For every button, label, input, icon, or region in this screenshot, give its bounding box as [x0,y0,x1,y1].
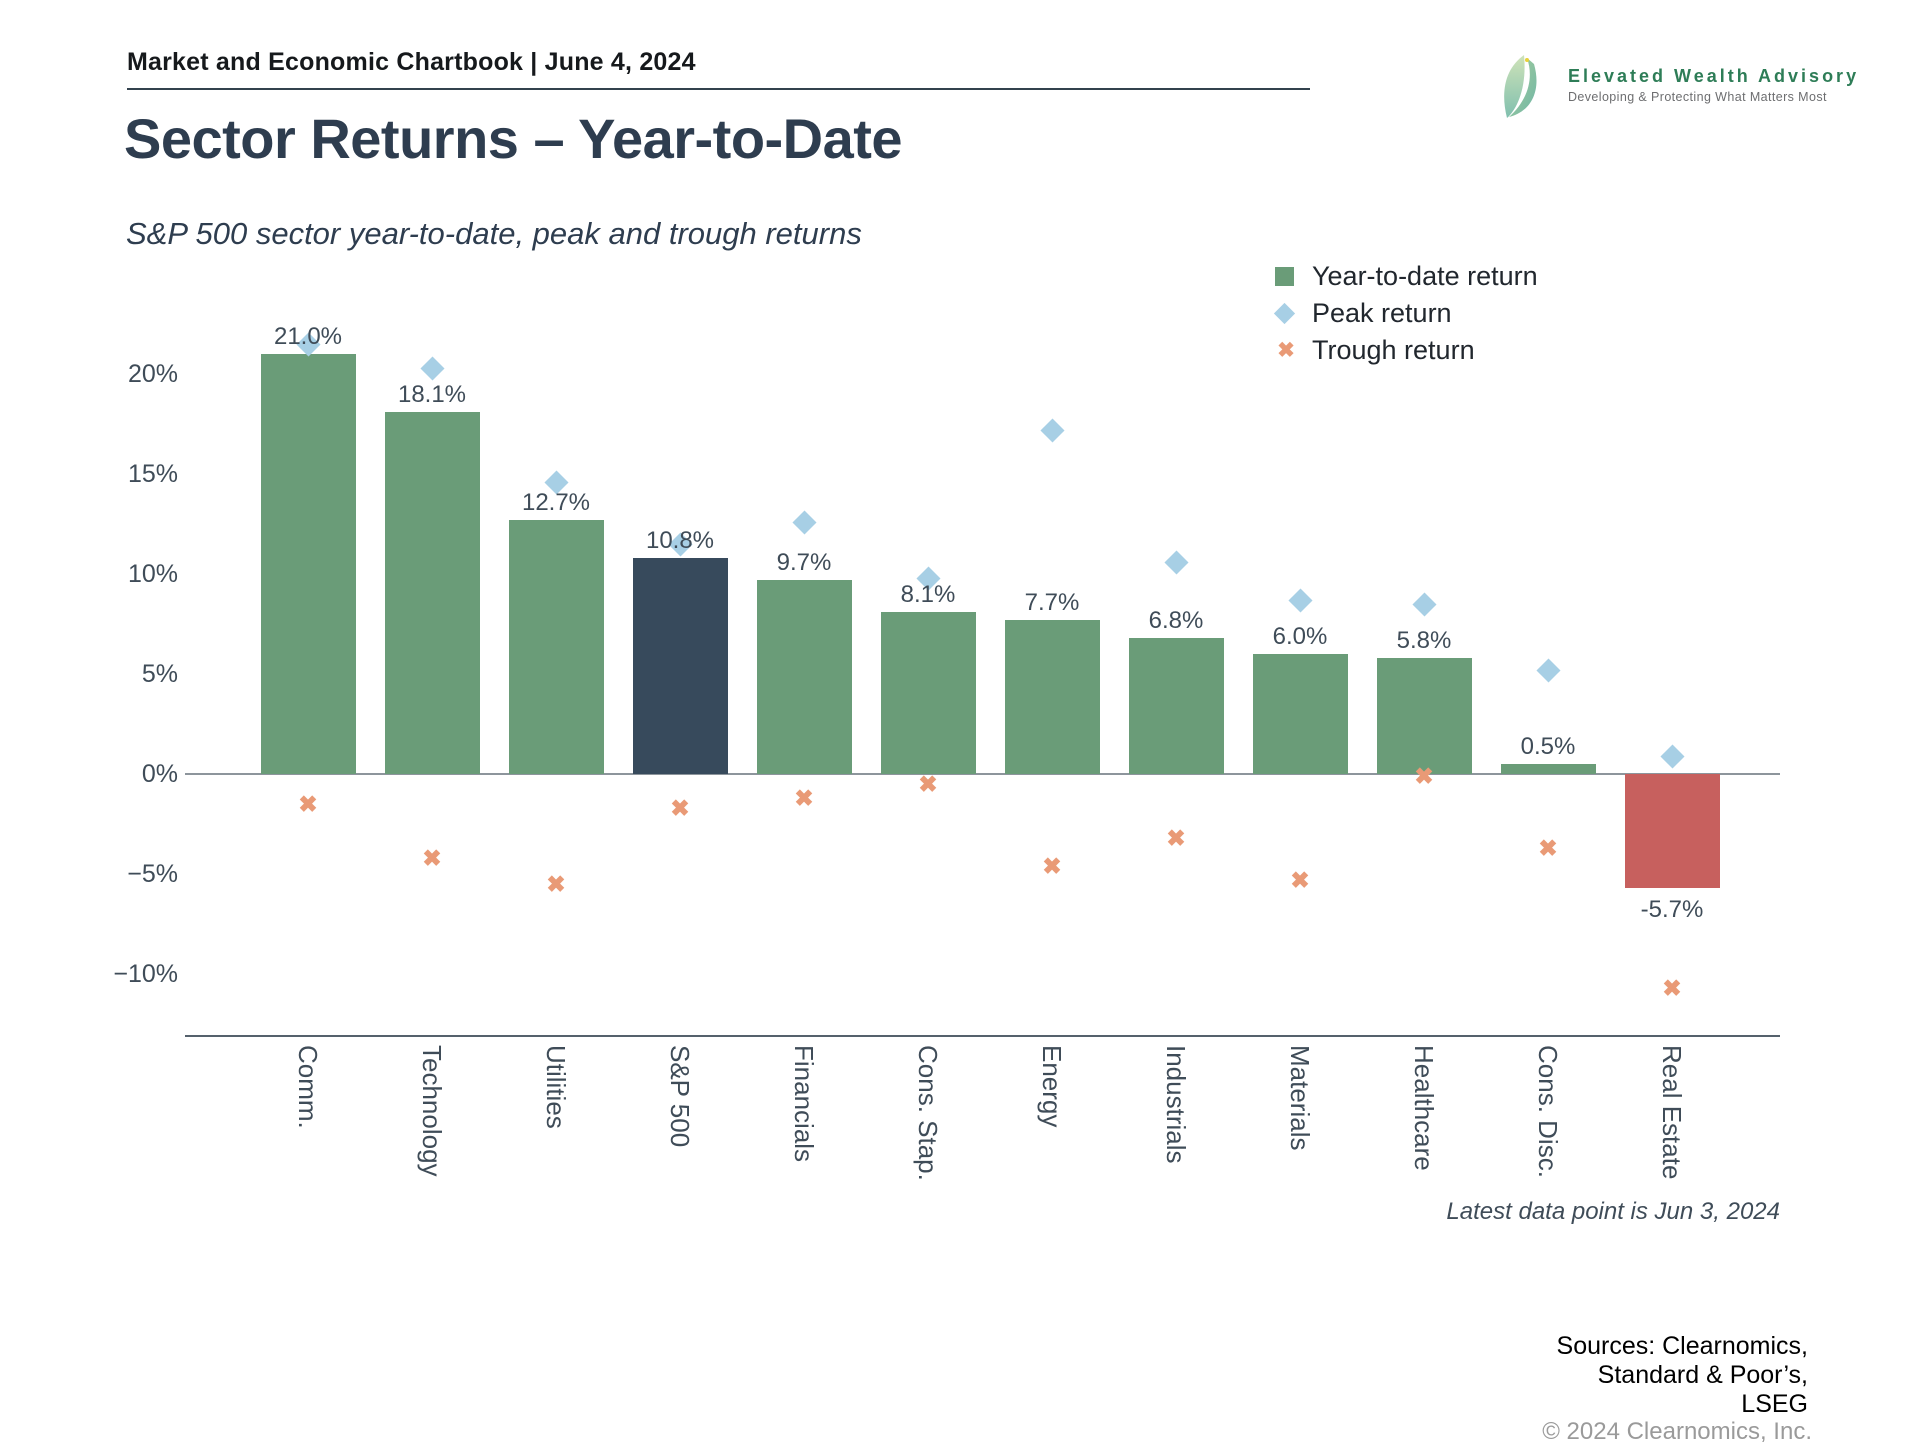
copyright-text: © 2024 Clearnomics, Inc. [1542,1418,1812,1445]
header-divider [127,88,1310,90]
x-axis-category-label: Utilities [541,1045,571,1129]
trough-return-cross-icon: ✖ [918,771,938,797]
bar-value-label: 9.7% [776,549,832,576]
peak-diamond-icon [1273,302,1296,325]
ytd-return-bar [508,520,604,774]
y-axis-tick-label: 20% [127,360,178,388]
bar-value-label: 5.8% [1396,627,1452,654]
trough-cross-icon: ✖ [1277,339,1295,362]
trough-return-cross-icon: ✖ [1414,763,1434,789]
trough-return-cross-icon: ✖ [1290,867,1310,893]
trough-return-cross-icon: ✖ [298,791,318,817]
ytd-return-bar [756,580,852,774]
x-axis-category-label: Technology [417,1045,447,1177]
x-axis-category-label: Cons. Stap. [913,1045,943,1181]
trough-return-cross-icon: ✖ [794,785,814,811]
x-axis-category-label: Real Estate [1657,1045,1687,1180]
trough-return-cross-icon: ✖ [1538,835,1558,861]
y-axis-tick-label: 10% [127,560,178,588]
bar-value-label: 6.0% [1272,623,1328,650]
x-axis-line [185,1035,1780,1037]
sector-returns-chart: 20% 15% 10% 5% 0% −5% −10% 21.0% ✖ Comm. 18.1% ✖ Tec… [100,255,1860,1255]
trough-return-cross-icon: ✖ [1042,853,1062,879]
peak-return-diamond-icon [1659,743,1685,769]
ytd-return-bar [880,612,976,774]
ytd-return-bar [384,412,480,774]
trough-return-cross-icon: ✖ [1662,975,1682,1001]
bar-value-label: 18.1% [397,381,467,408]
x-axis-category-label: S&P 500 [665,1045,695,1148]
logo-tagline: Developing & Protecting What Matters Mos… [1568,90,1827,104]
legend-item-trough: ✖ Trough return [1275,332,1538,369]
legend-label: Peak return [1312,298,1452,328]
company-logo: Elevated Wealth Advisory Developing & Pr… [1494,52,1859,122]
ytd-return-bar [1128,638,1224,774]
bar-value-label: 7.7% [1024,589,1080,616]
ytd-return-bar [260,354,356,774]
trough-return-cross-icon: ✖ [670,795,690,821]
trough-return-cross-icon: ✖ [422,845,442,871]
peak-return-diamond-icon [791,509,817,535]
logo-text: Elevated Wealth Advisory Developing & Pr… [1568,52,1859,104]
peak-return-diamond-icon [419,355,445,381]
report-header-title: Market and Economic Chartbook | June 4, … [127,48,696,76]
legend-item-ytd: Year-to-date return [1275,258,1538,295]
ytd-return-bar [1004,620,1100,774]
legend-label: Year-to-date return [1312,261,1538,291]
legend-item-peak: Peak return [1273,295,1538,332]
ytd-return-bar [1624,774,1720,888]
bar-value-label: 10.8% [645,527,715,554]
zero-gridline [185,773,1780,775]
sources-text: Sources: Clearnomics, Standard & Poor’s, L… [1556,1332,1808,1418]
x-axis-category-label: Healthcare [1409,1045,1439,1171]
trough-return-cross-icon: ✖ [1166,825,1186,851]
y-axis-tick-label: −10% [113,960,178,988]
peak-return-diamond-icon [1039,417,1065,443]
bar-value-label: 8.1% [900,581,956,608]
page-title: Sector Returns – Year-to-Date [124,107,903,170]
peak-return-diamond-icon [1411,591,1437,617]
page-subtitle: S&P 500 sector year-to-date, peak and tr… [126,216,862,251]
legend-label: Trough return [1312,335,1475,365]
ytd-square-icon [1275,267,1294,286]
bar-value-label: 21.0% [273,323,343,350]
x-axis-category-label: Industrials [1161,1045,1191,1164]
x-axis-category-label: Comm. [293,1045,323,1129]
x-axis-category-label: Materials [1285,1045,1315,1151]
latest-data-footnote: Latest data point is Jun 3, 2024 [1446,1198,1780,1225]
logo-leaf-icon [1494,52,1556,122]
ytd-return-bar [1376,658,1472,774]
ytd-return-bar [632,558,728,774]
peak-return-diamond-icon [1535,657,1561,683]
bar-value-label: 12.7% [521,489,591,516]
peak-return-diamond-icon [1287,587,1313,613]
logo-name: Elevated Wealth Advisory [1568,66,1860,86]
bar-value-label: 0.5% [1520,733,1576,760]
bar-value-label: 6.8% [1148,607,1204,634]
chart-legend: Year-to-date return Peak return ✖ Trough… [1273,258,1538,369]
bar-value-label: -5.7% [1640,896,1704,923]
ytd-return-bar [1252,654,1348,774]
x-axis-category-label: Financials [789,1045,819,1163]
x-axis-category-label: Cons. Disc. [1533,1045,1563,1178]
y-axis-tick-label: 0% [141,760,178,788]
y-axis-tick-label: 15% [127,460,178,488]
peak-return-diamond-icon [1163,549,1189,575]
y-axis-tick-label: 5% [141,660,178,688]
x-axis-category-label: Energy [1037,1045,1067,1128]
ytd-return-bar [1500,764,1596,774]
trough-return-cross-icon: ✖ [546,871,566,897]
y-axis-tick-label: −5% [127,860,178,888]
